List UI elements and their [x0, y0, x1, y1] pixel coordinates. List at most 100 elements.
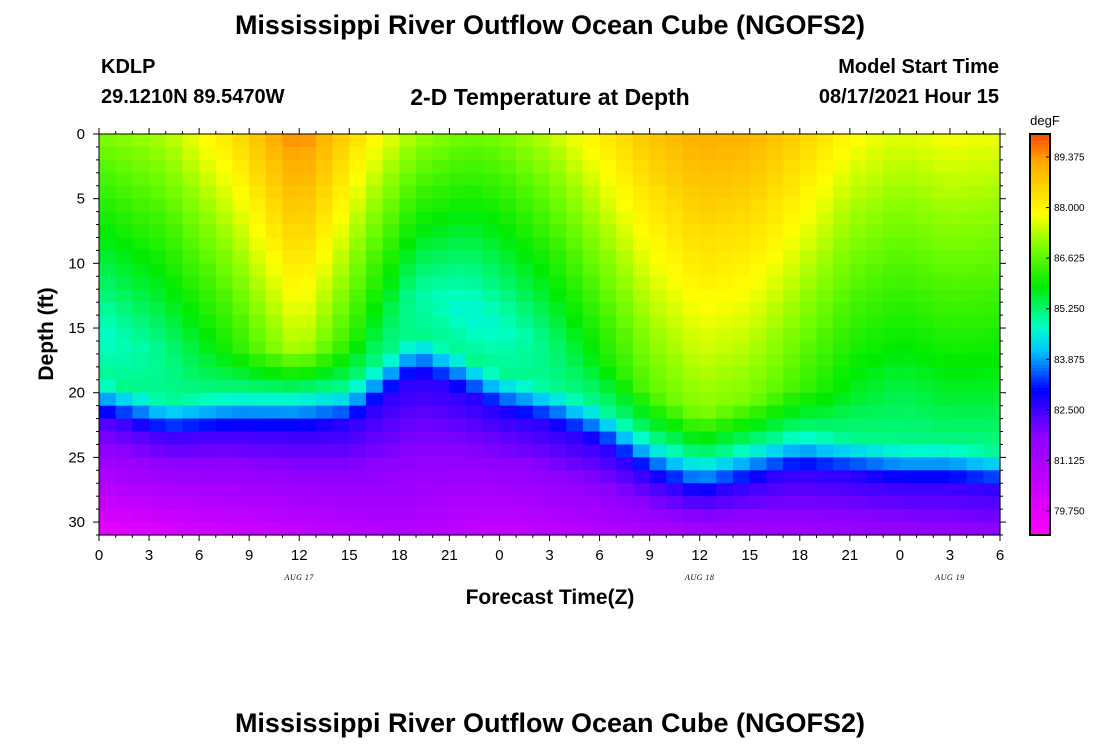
heatmap-cell — [249, 328, 267, 342]
heatmap-cell — [933, 250, 951, 264]
colorbar — [1029, 133, 1051, 536]
heatmap-cell — [149, 134, 167, 148]
heatmap-cell — [582, 250, 601, 264]
heatmap-cell — [699, 159, 717, 174]
heatmap-cell — [649, 276, 667, 290]
heatmap-cell — [232, 172, 250, 187]
heatmap-cell — [649, 146, 667, 161]
heatmap-cell — [549, 509, 567, 523]
colorbar-swatch — [1030, 364, 1050, 369]
heatmap-cell — [816, 134, 834, 148]
heatmap-cell — [315, 159, 334, 174]
heatmap-cell — [232, 276, 250, 290]
heatmap-cell — [749, 379, 768, 394]
heatmap-cell — [349, 302, 367, 316]
heatmap-cell — [182, 276, 200, 290]
colorbar-swatch — [1030, 334, 1050, 339]
heatmap-cell — [549, 366, 567, 381]
heatmap-cell — [599, 444, 617, 458]
heatmap-cell — [482, 353, 501, 368]
heatmap-cell — [799, 483, 818, 497]
heatmap-cell — [299, 522, 317, 536]
heatmap-cell — [249, 470, 267, 484]
heatmap-cell — [349, 146, 367, 161]
heatmap-cell — [449, 211, 467, 226]
heatmap-cell — [816, 444, 834, 458]
heatmap-cell — [232, 379, 250, 394]
heatmap-cell — [349, 522, 367, 536]
heatmap-cell — [682, 315, 701, 329]
heatmap-cell — [532, 509, 551, 523]
heatmap-cell — [532, 250, 551, 264]
heatmap-cell — [933, 185, 951, 200]
heatmap-cell — [766, 237, 784, 252]
heatmap-cell — [215, 444, 234, 458]
colorbar-swatch — [1030, 361, 1050, 366]
heatmap-cell — [833, 392, 851, 407]
heatmap-cell — [783, 522, 801, 536]
heatmap-cell — [516, 340, 534, 355]
colorbar-swatch — [1030, 264, 1050, 269]
heatmap-cell — [432, 379, 450, 394]
heatmap-cell — [933, 340, 951, 355]
heatmap-cell — [115, 431, 133, 446]
heatmap-cell — [916, 392, 934, 407]
heatmap-cell — [799, 146, 818, 161]
heatmap-cell — [549, 198, 567, 213]
heatmap-cell — [249, 276, 267, 290]
heatmap-cell — [215, 289, 234, 303]
heatmap-cell — [265, 444, 284, 458]
heatmap-cell — [332, 366, 350, 381]
heatmap-cell — [816, 302, 834, 316]
colorbar-swatch — [1030, 384, 1050, 389]
heatmap-cell — [332, 353, 350, 368]
heatmap-cell — [215, 276, 234, 290]
heatmap-cell — [899, 366, 918, 381]
heatmap-cell — [466, 263, 484, 277]
heatmap-cell — [382, 172, 400, 187]
heatmap-cell — [516, 146, 534, 161]
heatmap-cell — [983, 340, 1001, 355]
heatmap-cell — [282, 366, 300, 381]
heatmap-cell — [215, 185, 234, 200]
heatmap-cell — [983, 159, 1001, 174]
heatmap-cell — [315, 224, 334, 239]
colorbar-swatch — [1030, 381, 1050, 386]
heatmap-cell — [549, 522, 567, 536]
heatmap-cell — [132, 366, 150, 381]
heatmap-cell — [799, 392, 818, 407]
heatmap-cell — [682, 263, 701, 277]
heatmap-cell — [983, 496, 1001, 510]
heatmap-cell — [516, 250, 534, 264]
heatmap-cell — [833, 224, 851, 239]
heatmap-cell — [466, 159, 484, 174]
heatmap-cell — [816, 211, 834, 226]
heatmap-cell — [416, 276, 434, 290]
heatmap-cell — [616, 198, 634, 213]
heatmap-cell — [299, 134, 317, 148]
heatmap-cell — [399, 263, 417, 277]
heatmap-cell — [599, 522, 617, 536]
heatmap-cell — [783, 134, 801, 148]
heatmap-cell — [182, 263, 200, 277]
heatmap-cell — [549, 483, 567, 497]
heatmap-cell — [265, 405, 284, 420]
heatmap-cell — [916, 496, 934, 510]
heatmap-cell — [716, 392, 734, 407]
heatmap-cell — [549, 340, 567, 355]
heatmap-cell — [315, 483, 334, 497]
x-tick-label: 15 — [741, 547, 758, 564]
heatmap-cell — [149, 198, 167, 213]
heatmap-cell — [182, 328, 200, 342]
heatmap-cell — [265, 392, 284, 407]
heatmap-cell — [332, 522, 350, 536]
heatmap-cell — [783, 146, 801, 161]
heatmap-cell — [849, 496, 868, 510]
heatmap-cell — [282, 379, 300, 394]
y-tick-label: 0 — [77, 126, 85, 143]
colorbar-swatch — [1030, 307, 1050, 312]
heatmap-cell — [416, 185, 434, 200]
heatmap-cell — [766, 315, 784, 329]
colorbar-swatch — [1030, 257, 1050, 262]
heatmap-cell — [866, 483, 884, 497]
